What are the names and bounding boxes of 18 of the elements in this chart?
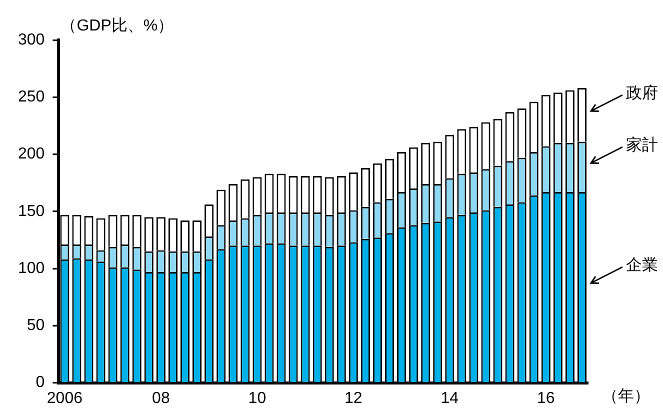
y-tick-label: 50 — [26, 317, 45, 334]
text: 企業 — [626, 256, 658, 276]
x-tick-label: 10 — [248, 390, 266, 407]
y-tick-label: 250 — [18, 88, 45, 106]
y-tick-label: 200 — [18, 146, 45, 163]
y-tick-label: 100 — [18, 260, 45, 277]
y-tick-label: 0 — [36, 374, 45, 392]
text: 政府 — [626, 84, 658, 104]
x-tick-label: 14 — [440, 390, 459, 407]
y-tick-label: 300 — [18, 31, 45, 48]
y-axis-title: （GDP比、%） — [60, 16, 174, 34]
x-tick-label: 16 — [537, 390, 555, 407]
x-tick-label: 08 — [152, 390, 170, 407]
x-axis-title: （年） — [602, 388, 650, 406]
text: 家計 — [626, 136, 658, 156]
y-tick-label: 150 — [18, 202, 45, 220]
x-tick-label: 12 — [344, 390, 362, 407]
x-tick-label: 2006 — [46, 390, 83, 407]
